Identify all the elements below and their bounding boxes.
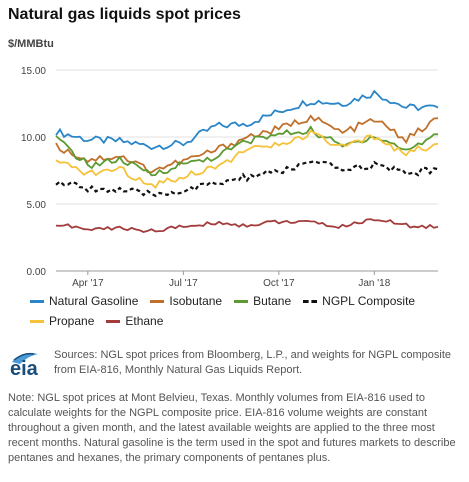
eia-logo: eia [8,348,46,388]
legend-swatch [234,299,249,303]
legend-item: Butane [234,294,291,308]
series-line-ethane [55,218,439,233]
y-tick-label: 0.00 [27,267,47,278]
legend-swatch [150,299,165,303]
source-block: eia Sources: NGL spot prices from Bloomb… [8,348,463,388]
legend-label: Isobutane [169,294,223,308]
legend-swatch [106,319,121,323]
legend-item: Propane [30,314,94,328]
y-axis-unit-label: $/MMBtu [8,38,54,50]
legend-label: NGPL Composite [322,294,416,308]
series-lines [55,89,439,233]
source-text: Sources: NGL spot prices from Bloomberg,… [54,349,451,376]
x-tick-label: Oct '17 [263,278,295,289]
legend-item: Isobutane [150,294,222,308]
legend-row: Natural Gasoline Isobutane Butane NGPL Comp… [30,292,450,310]
series-line-butane [55,125,438,177]
x-tick-label: Apr '17 [72,278,104,289]
chart-title: Natural gas liquids spot prices [8,6,241,23]
legend-row: Propane Ethane [30,312,450,330]
axis-labels: 15.00 10.00 5.00 0.00 Apr '17 Jul '17 Oct '17 J… [21,66,391,289]
legend-label: Butane [253,294,292,308]
y-tick-label: 15.00 [21,66,46,77]
legend-label: Propane [49,314,95,328]
x-tick-label: Jan '18 [358,278,390,289]
x-tick-label: Jul '17 [169,278,198,289]
legend-item: NGPL Composite [303,294,415,308]
legend-swatch [30,319,44,323]
note-text: Note: NGL spot prices at Mont Belvieu, T… [8,392,456,464]
series-line-natural-gasoline [55,89,439,151]
series-line-ngpl-composite [55,160,439,198]
legend-swatch [30,299,44,303]
y-tick-label: 10.00 [21,133,46,144]
legend-label: Natural Gasoline [49,294,139,308]
legend-label: Ethane [125,314,164,328]
series-line-propane [55,129,439,190]
legend-item: Natural Gasoline [30,294,138,308]
legend-item: Ethane [106,314,163,328]
y-tick-label: 5.00 [27,200,47,211]
legend: Natural Gasoline Isobutane Butane NGPL Comp… [30,292,450,332]
legend-swatch [303,299,318,303]
eia-logo-icon [12,352,38,364]
eia-logo-text: eia [10,358,38,380]
chart-plot: 15.00 10.00 5.00 0.00 Apr '17 Jul '17 Oct '17 J… [21,66,439,289]
series-line-isobutane [55,114,439,174]
